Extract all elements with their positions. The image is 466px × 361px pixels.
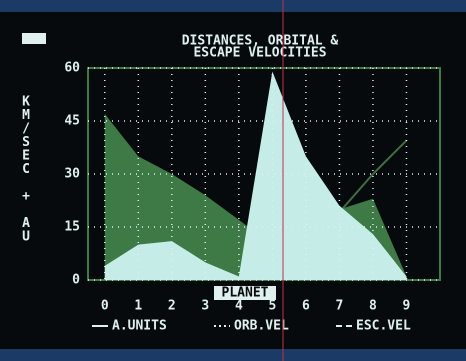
y-tick-label: 15 bbox=[64, 220, 80, 235]
x-tick-label: 0 bbox=[101, 299, 109, 314]
legend-label: A.UNITS bbox=[112, 319, 167, 334]
x-tick-label: 8 bbox=[369, 299, 377, 314]
x-tick-label: 9 bbox=[403, 299, 411, 314]
x-tick-label: 3 bbox=[201, 299, 209, 314]
x-axis-label: PLANET bbox=[222, 286, 269, 301]
chart: DISTANCES, ORBITAL & ESCAPE VELOCITIES P… bbox=[0, 0, 466, 361]
x-tick-label: 2 bbox=[168, 299, 176, 314]
chart-title: ESCAPE VELOCITIES bbox=[193, 46, 326, 61]
x-tick-label: 4 bbox=[235, 299, 243, 314]
x-tick-label: 6 bbox=[302, 299, 310, 314]
y-axis-label-char: U bbox=[22, 230, 30, 245]
y-axis-label-char: + bbox=[22, 189, 30, 204]
x-tick-label: 5 bbox=[268, 299, 276, 314]
screen-edge bbox=[0, 349, 466, 361]
y-tick-label: 45 bbox=[64, 114, 80, 129]
y-tick-label: 0 bbox=[72, 273, 80, 288]
y-tick-label: 60 bbox=[64, 61, 80, 76]
legend-label: ESC.VEL bbox=[356, 319, 411, 334]
page: DISTANCES, ORBITAL & ESCAPE VELOCITIES P… bbox=[0, 0, 466, 361]
x-tick-label: 7 bbox=[336, 299, 344, 314]
logo bbox=[22, 33, 46, 44]
x-tick-label: 1 bbox=[134, 299, 142, 314]
y-axis-label-group: KM/SEC + AU bbox=[22, 95, 30, 245]
legend-label: ORB.VEL bbox=[234, 319, 289, 334]
y-axis-label-char: C bbox=[22, 162, 30, 177]
y-tick-label: 30 bbox=[64, 167, 80, 182]
screen-edge bbox=[0, 0, 466, 12]
